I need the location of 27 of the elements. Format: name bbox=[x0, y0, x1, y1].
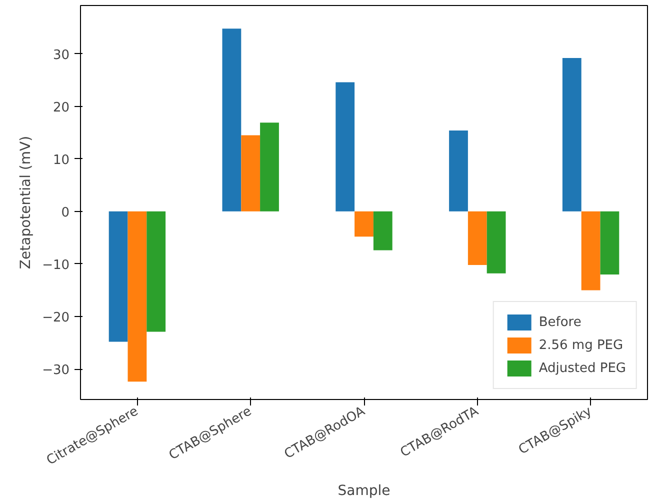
bar bbox=[486, 211, 506, 274]
bar bbox=[260, 122, 279, 212]
y-axis-title: Zetapotential (mV) bbox=[18, 136, 34, 270]
y-tick-label: 30 bbox=[52, 48, 70, 63]
y-tick-label: 20 bbox=[52, 100, 70, 116]
bar bbox=[468, 211, 487, 266]
x-axis-title: Sample bbox=[338, 482, 390, 499]
bar bbox=[222, 28, 242, 212]
y-tick-label: 10 bbox=[52, 152, 70, 168]
legend-label: Before bbox=[538, 314, 582, 330]
bar bbox=[562, 58, 582, 212]
y-tick-label: −10 bbox=[42, 258, 70, 273]
y-tick-label: 0 bbox=[61, 205, 70, 220]
y-tick-label: −20 bbox=[42, 310, 70, 326]
bar bbox=[581, 211, 600, 290]
legend-label: 2.56 mg PEG bbox=[538, 338, 624, 352]
y-tick-label: −30 bbox=[42, 363, 70, 378]
bar bbox=[146, 211, 166, 332]
bar bbox=[373, 211, 392, 250]
bar bbox=[449, 130, 468, 212]
legend-label: Adjusted PEG bbox=[538, 360, 626, 376]
bar bbox=[108, 211, 128, 342]
bar bbox=[600, 211, 620, 274]
bar bbox=[354, 211, 374, 237]
bar bbox=[128, 211, 147, 382]
bar bbox=[241, 135, 260, 212]
bar bbox=[336, 82, 355, 212]
